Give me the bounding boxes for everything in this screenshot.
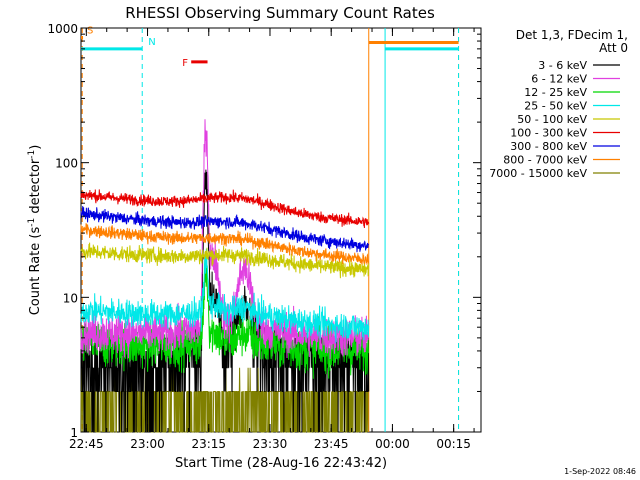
x-tick-label: 23:00 <box>130 437 165 451</box>
legend-entry-label: 25 - 50 keV <box>524 100 587 113</box>
x-axis-label: Start Time (28-Aug-16 22:43:42) <box>175 456 387 471</box>
legend-entry-label: 3 - 6 keV <box>538 59 587 72</box>
x-tick-label: 23:30 <box>253 437 288 451</box>
y-tick-label: 1000 <box>47 22 78 36</box>
legend-entry-label: 800 - 7000 keV <box>503 154 587 167</box>
legend-entry-label: 12 - 25 keV <box>524 86 587 99</box>
series-line <box>80 206 370 253</box>
legend-entry-label: 50 - 100 keV <box>517 113 587 126</box>
x-tick-label: 22:45 <box>69 437 104 451</box>
legend-entry-label: 7000 - 15000 keV <box>489 167 587 180</box>
y-tick-label: 10 <box>63 291 78 305</box>
x-tick-label: 00:15 <box>436 437 471 451</box>
y-axis-label-sup2: -1 <box>27 150 37 159</box>
y-tick-label: 1 <box>70 426 78 440</box>
chart-title: RHESSI Observing Summary Count Rates <box>125 4 435 22</box>
series-line <box>80 367 369 433</box>
y-axis-label-part2: detector <box>28 158 43 218</box>
x-tick-label: 00:00 <box>375 437 410 451</box>
legend-entry-label: 300 - 800 keV <box>510 140 587 153</box>
series-line <box>80 248 370 344</box>
series-layer <box>80 119 370 433</box>
y-axis-label: Count Rate (s-1 detector-1) <box>27 145 43 316</box>
series-line <box>80 119 370 360</box>
y-axis-label-part1: Count Rate (s <box>28 227 43 316</box>
legend-header-line1: Det 1,3, FDecim 1, <box>516 28 628 42</box>
flag-label: F <box>182 58 188 69</box>
y-axis-label-part3: ) <box>28 145 43 150</box>
axis-layer: 1 10 100 1000 22:45 23:00 23:15 23:30 23:45 00:00… <box>47 22 481 451</box>
flag-label: N <box>148 37 155 48</box>
y-tick-label: 100 <box>55 157 78 171</box>
x-tick-label: 23:45 <box>314 437 349 451</box>
footer-timestamp: 1-Sep-2022 08:46 <box>564 467 636 476</box>
y-axis-label-sup1: -1 <box>27 218 37 227</box>
series-line <box>80 223 370 266</box>
legend-header-line2: Att 0 <box>599 41 628 55</box>
x-tick-label: 23:15 <box>191 437 226 451</box>
legend-entry-label: 6 - 12 keV <box>531 73 587 86</box>
flag-label: S <box>87 26 93 37</box>
series-line <box>80 242 370 279</box>
series-line <box>80 189 370 229</box>
legend-entry-label: 100 - 300 keV <box>510 127 587 140</box>
